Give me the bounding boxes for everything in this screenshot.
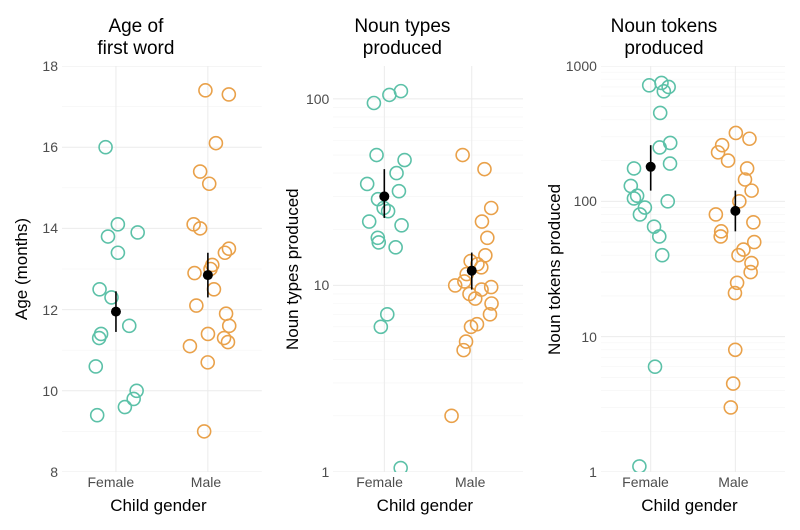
data-point: [395, 462, 408, 472]
mean-point: [203, 270, 213, 280]
data-point: [457, 344, 470, 357]
y-axis-ticks: 81012141618: [34, 66, 62, 472]
x-axis-label: Child gender: [326, 494, 523, 520]
data-point: [188, 267, 201, 280]
data-point: [223, 319, 236, 332]
x-axis-ticks: Female Male: [326, 472, 523, 494]
figure: Age of first word Age (months) 810121416…: [0, 0, 800, 530]
data-point: [654, 106, 667, 119]
data-point: [485, 202, 498, 215]
data-point: [727, 377, 740, 390]
x-axis-label: Child gender: [55, 494, 262, 520]
y-axis-label: Age (months): [10, 66, 34, 472]
y-tick-label: 12: [42, 302, 58, 318]
y-tick-label: 18: [42, 58, 58, 74]
data-point: [633, 460, 646, 472]
data-point: [222, 88, 235, 101]
y-axis-ticks: 110100: [305, 66, 333, 472]
data-point: [207, 283, 220, 296]
y-tick-label: 1000: [566, 58, 597, 74]
data-point: [91, 409, 104, 422]
data-point: [743, 132, 756, 145]
y-axis-ticks: 1101001000: [567, 66, 601, 472]
y-axis-label: Noun tokens produced: [543, 66, 567, 472]
data-point: [624, 179, 637, 192]
x-tick-label: Male: [191, 474, 221, 490]
data-point: [95, 327, 108, 340]
plot-area: [333, 66, 523, 472]
x-axis-label: Child gender: [594, 494, 785, 520]
data-point: [199, 84, 212, 97]
data-point: [745, 257, 758, 270]
data-point: [123, 319, 136, 332]
data-point: [627, 192, 640, 205]
data-point: [221, 336, 234, 349]
x-axis-ticks: Female Male: [594, 472, 785, 494]
data-point: [653, 230, 666, 243]
plot-area: [601, 66, 785, 472]
data-point: [627, 162, 640, 175]
data-point: [631, 189, 644, 202]
data-point: [218, 332, 231, 345]
y-tick-label: 100: [306, 91, 329, 107]
x-axis-ticks: Female Male: [55, 472, 262, 494]
plot-area: [62, 66, 262, 472]
mean-point: [467, 266, 477, 276]
mean-point: [111, 307, 121, 317]
data-point: [664, 136, 677, 149]
data-point: [89, 360, 102, 373]
panel-noun-types: Noun types produced Noun types produced …: [281, 10, 523, 520]
y-tick-label: 16: [42, 139, 58, 155]
data-point: [485, 281, 498, 294]
y-tick-label: 10: [42, 383, 58, 399]
data-point: [111, 246, 124, 259]
data-point: [395, 219, 408, 232]
x-tick-label: Male: [455, 474, 485, 490]
data-point: [127, 392, 140, 405]
data-point: [101, 230, 114, 243]
data-point: [643, 79, 656, 92]
data-point: [393, 185, 406, 198]
panel-noun-tokens: Noun tokens produced Noun tokens produce…: [543, 10, 785, 520]
panel-title: Noun types produced: [281, 10, 523, 66]
data-point: [203, 177, 216, 190]
data-point: [395, 85, 408, 98]
x-tick-label: Female: [87, 474, 134, 490]
x-tick-label: Female: [356, 474, 403, 490]
mean-point: [646, 162, 656, 172]
data-point: [389, 241, 402, 254]
x-tick-label: Female: [622, 474, 669, 490]
data-point: [481, 231, 494, 244]
x-tick-label: Male: [718, 474, 748, 490]
y-axis-label: Noun types produced: [281, 66, 305, 472]
data-point: [194, 165, 207, 178]
data-point: [479, 249, 492, 262]
data-point: [476, 215, 489, 228]
mean-point: [380, 191, 390, 201]
data-point: [478, 163, 491, 176]
panel-age-first-word: Age of first word Age (months) 810121416…: [10, 10, 262, 520]
data-point: [93, 283, 106, 296]
data-point: [183, 340, 196, 353]
data-point: [361, 177, 374, 190]
data-point: [118, 401, 131, 414]
mean-point: [730, 206, 740, 216]
y-tick-label: 10: [581, 329, 597, 345]
y-tick-label: 14: [42, 220, 58, 236]
y-tick-label: 10: [314, 277, 330, 293]
data-point: [363, 215, 376, 228]
data-point: [398, 154, 411, 167]
y-tick-label: 100: [574, 193, 597, 209]
data-point: [663, 157, 676, 170]
